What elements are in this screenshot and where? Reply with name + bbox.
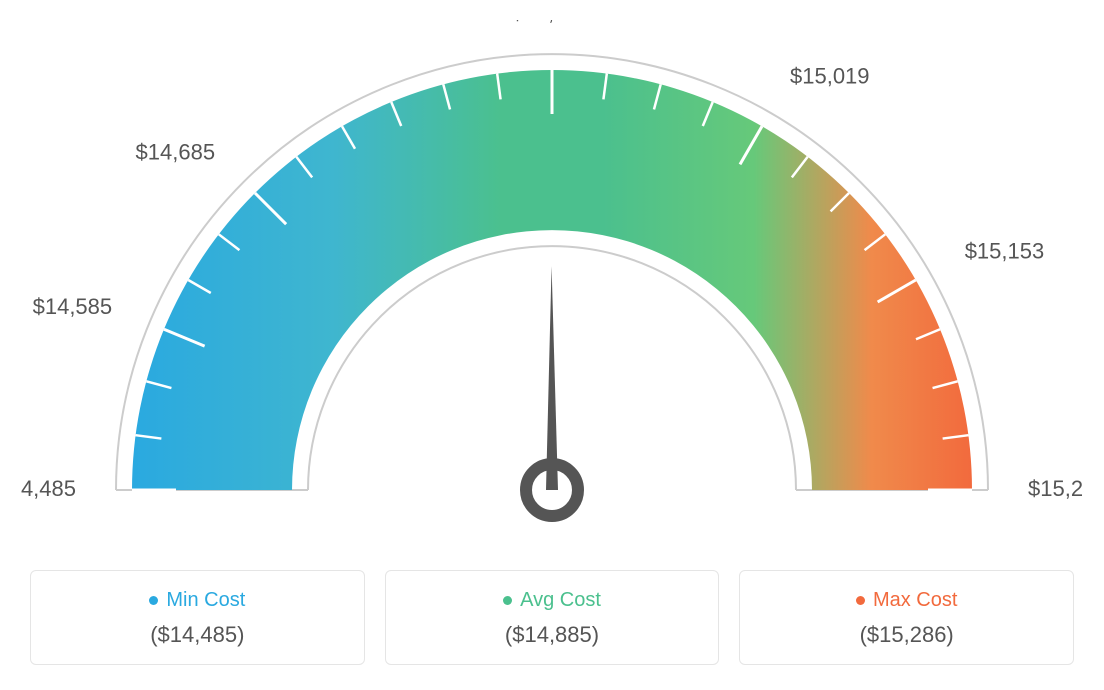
legend-dot-min — [149, 596, 158, 605]
legend-row: Min Cost ($14,485) Avg Cost ($14,885) Ma… — [20, 570, 1084, 665]
legend-card-max: Max Cost ($15,286) — [739, 570, 1074, 665]
svg-text:$15,286: $15,286 — [1028, 476, 1084, 501]
legend-label-min: Min Cost — [166, 589, 245, 612]
svg-text:$14,685: $14,685 — [136, 140, 216, 165]
legend-dot-avg — [503, 596, 512, 605]
legend-dot-max — [856, 596, 865, 605]
legend-value-avg: ($14,885) — [396, 622, 709, 648]
svg-text:$15,019: $15,019 — [790, 64, 870, 89]
legend-label-max: Max Cost — [873, 589, 957, 612]
svg-text:$14,485: $14,485 — [20, 476, 76, 501]
legend-value-max: ($15,286) — [750, 622, 1063, 648]
gauge-svg: $14,485 $14,585 $14,685 $14,885 $15,019 $15,1… — [20, 20, 1084, 550]
gauge-chart: $14,485 $14,585 $14,685 $14,885 $15,019 $15,1… — [20, 20, 1084, 550]
svg-text:$15,153: $15,153 — [965, 239, 1045, 264]
svg-text:$14,585: $14,585 — [33, 294, 113, 319]
svg-text:$14,885: $14,885 — [511, 20, 591, 25]
legend-label-avg: Avg Cost — [520, 589, 601, 612]
legend-value-min: ($14,485) — [41, 622, 354, 648]
legend-card-avg: Avg Cost ($14,885) — [385, 570, 720, 665]
legend-card-min: Min Cost ($14,485) — [30, 570, 365, 665]
